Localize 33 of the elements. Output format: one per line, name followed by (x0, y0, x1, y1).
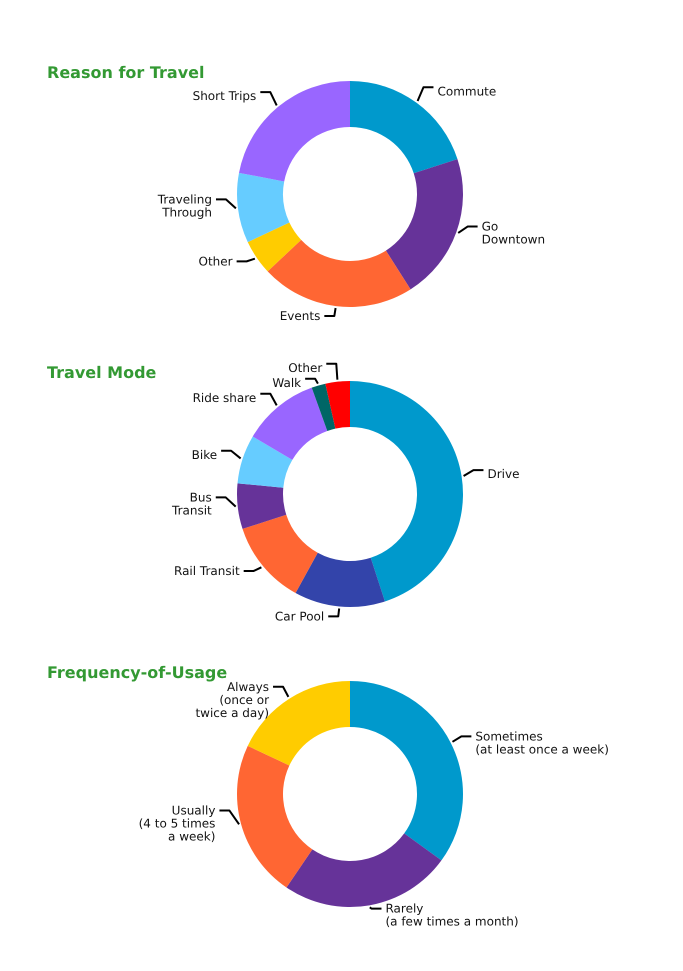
slice-label: Rarely (a few times a month) (385, 902, 519, 929)
slice-label: Rail Transit (174, 564, 240, 578)
slice-label: Go Downtown (482, 220, 546, 247)
donut-slice (237, 746, 312, 888)
donut-slice (350, 381, 463, 602)
donut-slice (312, 384, 336, 431)
slice-label: Walk (272, 376, 302, 390)
chart-title: Reason for Travel (47, 63, 204, 82)
donut-slice (237, 172, 290, 242)
slice-label: Car Pool (274, 609, 324, 624)
slice-label: Drive (487, 467, 520, 482)
donut-slice (237, 483, 286, 529)
chart-title: Frequency-of-Usage (47, 663, 228, 682)
donut-slice (350, 681, 463, 860)
slice-label: Bus Transit (171, 490, 212, 518)
slice-label: Usually (4 to 5 times a week) (138, 804, 216, 844)
chart-title: Travel Mode (47, 363, 157, 382)
slice-label: Commute (437, 84, 496, 98)
donut-slice (325, 381, 350, 429)
slice-label: Other (198, 254, 233, 268)
donut-slice (242, 514, 318, 594)
donut-slice (296, 552, 385, 607)
slice-label: Other (288, 360, 322, 375)
donut-slice (386, 159, 463, 290)
slice-label: Short Trips (192, 89, 256, 104)
donut-slice (238, 436, 292, 488)
donut-slice (248, 222, 302, 272)
slice-label: Events (280, 309, 320, 323)
slice-label: Traveling Through (156, 192, 212, 220)
slice-label: Bike (192, 448, 218, 462)
slice-label: Sometimes (at least once a week) (475, 729, 609, 756)
slice-label: Ride share (192, 390, 256, 405)
donut-slice (268, 240, 411, 307)
